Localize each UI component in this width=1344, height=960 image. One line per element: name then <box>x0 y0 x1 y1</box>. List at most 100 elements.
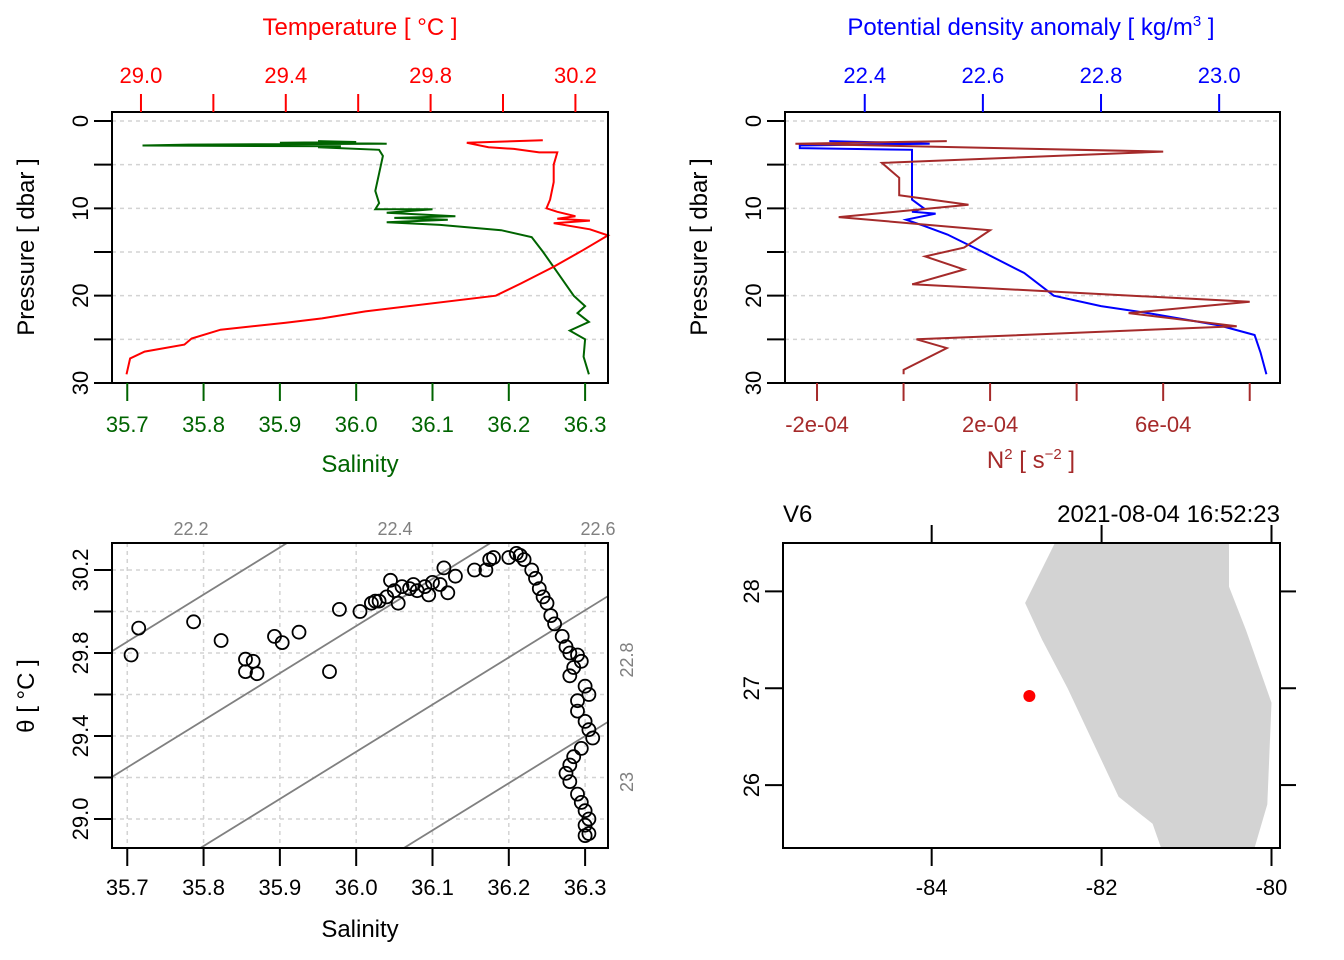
data-point <box>570 703 585 719</box>
isopycnal-label: 22.8 <box>617 642 637 677</box>
ts-diagram-panel: 29.0 29.4 29.8 30.2 35.7 35.8 35.9 36.0 36.1 36.… <box>13 519 637 943</box>
y-tick-label: 29.0 <box>68 798 93 841</box>
x-top-tick-label: 30.2 <box>554 63 597 88</box>
station-marker[interactable] <box>1023 689 1036 702</box>
data-point <box>573 741 589 756</box>
x-top-tick-label: 29.8 <box>409 63 452 88</box>
x-bottom-axis-label: N2 [ s−2 ] <box>987 446 1075 474</box>
data-point <box>394 579 410 594</box>
y-tick-label: 30 <box>741 371 766 395</box>
data-point <box>581 687 597 702</box>
data-point <box>562 757 578 773</box>
x-top-tick-label: 22.8 <box>1080 63 1123 88</box>
y-tick-label: 30.2 <box>68 549 93 592</box>
isopycnal-line <box>112 543 289 653</box>
data-point <box>577 714 593 729</box>
data-point <box>558 765 574 781</box>
series-line-temperature <box>125 139 611 375</box>
data-point <box>421 587 437 603</box>
y-tick-label: 0 <box>68 115 93 127</box>
data-point <box>577 678 593 694</box>
x-bottom-tick-label: 36.3 <box>564 412 607 437</box>
data-point <box>467 562 482 578</box>
data-point <box>440 585 456 601</box>
x-bottom-tick-label: 36.2 <box>487 412 530 437</box>
data-point <box>501 550 517 565</box>
data-point <box>562 774 578 789</box>
x-top-tick-label: 23.0 <box>1198 63 1241 88</box>
map-axes: -84 -82 -80 26 27 28 <box>739 525 1296 900</box>
x-axis-label: Salinity <box>321 916 398 943</box>
x-top-tick-label: 29.0 <box>120 63 163 88</box>
data-point <box>562 668 578 684</box>
x-top-axis-label: Potential density anomaly [ kg/m3 ] <box>847 13 1214 41</box>
plot-frame <box>782 542 1281 849</box>
plot-frame <box>111 111 609 384</box>
isopycnal-label: 22.6 <box>580 519 615 539</box>
data-point <box>238 664 253 679</box>
x-tick-label: 35.8 <box>182 875 225 900</box>
station-map-panel: -84 -82 -80 26 27 28 V6 2021-08-04 16:52:23 <box>739 501 1296 900</box>
y-axis-label: Pressure [ dbar ] <box>13 158 40 335</box>
data-point <box>425 575 440 590</box>
data-point <box>566 660 582 675</box>
data-point <box>543 608 559 623</box>
data-point <box>402 581 418 596</box>
isopycnal-label: 22.2 <box>173 519 208 539</box>
x-axis-bottom: -2e-04 2e-04 6e-04 <box>785 383 1251 437</box>
isopycnal-line <box>112 543 493 778</box>
x-top-tick-label: 22.6 <box>961 63 1004 88</box>
x-top-axis-label: Temperature [ °C ] <box>263 14 458 41</box>
data-point <box>186 614 202 630</box>
data-point <box>447 568 463 584</box>
x-top-tick-label: 29.4 <box>264 63 307 88</box>
y-tick-label: 28 <box>739 579 764 603</box>
data-point <box>331 602 347 617</box>
data-point <box>432 577 448 592</box>
data-point <box>577 828 593 843</box>
data-point <box>291 624 307 640</box>
data-point <box>249 666 265 682</box>
data-point <box>524 562 540 578</box>
data-point <box>371 593 387 609</box>
series-line-salinity <box>142 140 591 375</box>
isopycnal-label: 22.4 <box>377 519 412 539</box>
plot-frame <box>111 542 609 849</box>
y-tick-label: 26 <box>739 773 764 797</box>
x-tick-label: 36.3 <box>564 875 607 900</box>
data-point <box>585 730 601 746</box>
x-bottom-tick-label: 35.7 <box>106 412 149 437</box>
data-point <box>383 572 398 588</box>
x-tick-label: 35.7 <box>106 875 149 900</box>
data-point <box>245 653 261 669</box>
y-axis: 29.0 29.4 29.8 30.2 <box>68 549 112 841</box>
data-point <box>516 552 532 567</box>
x-tick-label: 36.1 <box>411 875 454 900</box>
y-tick-label: 0 <box>741 115 766 127</box>
data-point <box>512 548 528 563</box>
x-bottom-tick-label: 2e-04 <box>962 412 1018 437</box>
y-axis-label: Pressure [ dbar ] <box>686 158 713 335</box>
data-point <box>322 664 337 679</box>
data-point <box>131 620 147 636</box>
x-top-tick-label: 22.4 <box>843 63 886 88</box>
data-point <box>577 803 593 819</box>
data-point <box>478 562 494 578</box>
data-point <box>213 633 229 648</box>
data-point <box>554 629 570 644</box>
isopycnal-line <box>605 846 608 848</box>
y-tick-label: 29.4 <box>68 715 93 758</box>
x-bottom-tick-label: 36.1 <box>411 412 454 437</box>
isopycnal-labels: 22.2 22.4 22.6 22.8 23 <box>173 519 637 792</box>
y-tick-label: 20 <box>68 283 93 307</box>
station-timestamp: 2021-08-04 16:52:23 <box>1057 501 1280 528</box>
data-point <box>274 635 290 650</box>
x-tick-label: -82 <box>1086 875 1118 900</box>
x-bottom-tick-label: 35.8 <box>182 412 225 437</box>
ts-profile-panel: 0 10 20 30 35.7 35.8 35.9 36.0 36.1 36.2 36.3 29.… <box>13 14 611 478</box>
density-n2-panel: 0 10 20 30 -2e-04 2e-04 6e-04 22.4 22.6 22.8 23.… <box>686 13 1281 474</box>
data-point <box>570 786 585 802</box>
series-line-n- <box>795 140 1250 375</box>
x-tick-label: 36.2 <box>487 875 530 900</box>
land-polygon <box>1025 543 1272 848</box>
